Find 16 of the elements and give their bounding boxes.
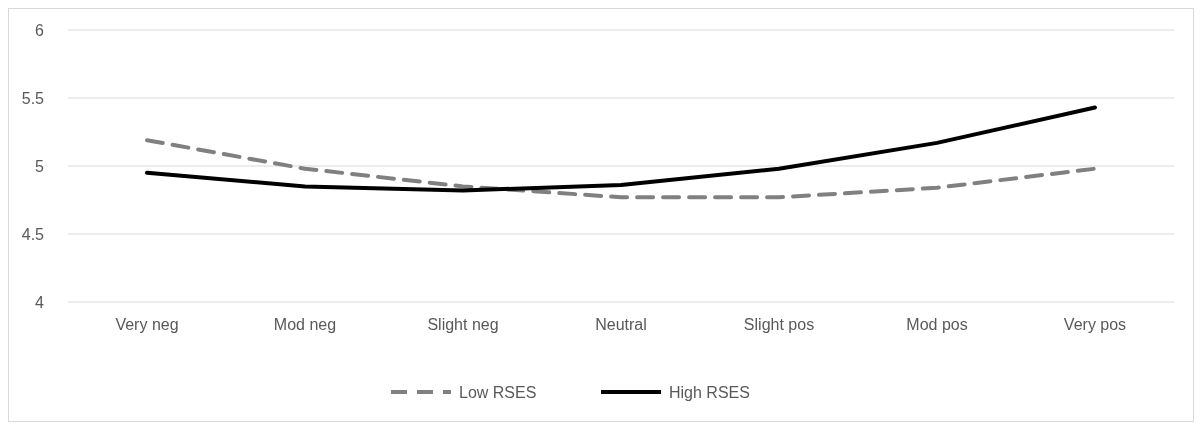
x-tick-label: Neutral [595,316,647,333]
line-series [145,138,1097,200]
x-tick-label: Slight neg [427,316,499,333]
y-tick-label: 5.5 [21,89,45,107]
x-tick-label: Very neg [115,316,179,333]
legend-label: Low RSES [459,383,537,401]
line-series [145,105,1097,193]
legend-label: High RSES [669,383,750,401]
x-tick-label: Mod pos [906,316,968,333]
y-tick-label: 5 [35,157,45,175]
y-tick-label: 4.5 [21,225,45,243]
y-tick-label: 6 [35,21,45,39]
x-tick-label: Very pos [1063,316,1127,333]
y-tick-label: 4 [35,293,45,311]
x-tick-label: Slight pos [743,316,815,333]
x-tick-label: Mod neg [273,316,337,333]
